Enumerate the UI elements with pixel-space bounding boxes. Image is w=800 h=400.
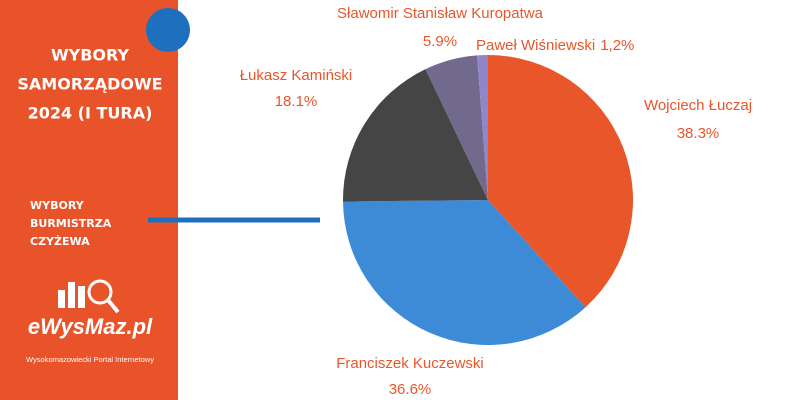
slice-value: 5.9%: [423, 33, 457, 50]
subheading: BURMISTRZA: [30, 217, 112, 230]
logo-icon: [58, 279, 120, 314]
logo-tagline: Wysokomazowiecki Portal Internetowy: [26, 355, 154, 364]
slice-value: 18.1%: [275, 93, 318, 110]
slice-value: 36.6%: [389, 381, 432, 398]
slice-label: Sławomir Stanisław Kuropatwa: [337, 5, 544, 22]
heading: 2024 (I TURA): [28, 104, 153, 123]
subheading: WYBORY: [30, 199, 85, 212]
heading: WYBORY: [51, 46, 129, 65]
slice-label: Franciszek Kuczewski: [336, 355, 484, 372]
decor-circle: [146, 8, 190, 52]
pie-slice: [343, 200, 586, 345]
pie-slice: [343, 69, 488, 202]
side-panel: [0, 0, 178, 400]
slice-value: 1,2%: [600, 37, 634, 54]
logo-text: eWysMaz.pl: [28, 314, 153, 339]
pie-slice: [425, 55, 488, 201]
slice-label: Łukasz Kamiński: [240, 67, 353, 84]
pie-slice: [477, 55, 488, 200]
pie-slice: [488, 55, 633, 308]
heading: SAMORZĄDOWE: [17, 75, 162, 94]
subheading: CZYŻEWA: [30, 234, 90, 248]
slice-label: Paweł Wiśniewski: [476, 37, 595, 54]
slice-label: Wojciech Łuczaj: [644, 97, 752, 114]
slice-value: 38.3%: [677, 125, 720, 142]
